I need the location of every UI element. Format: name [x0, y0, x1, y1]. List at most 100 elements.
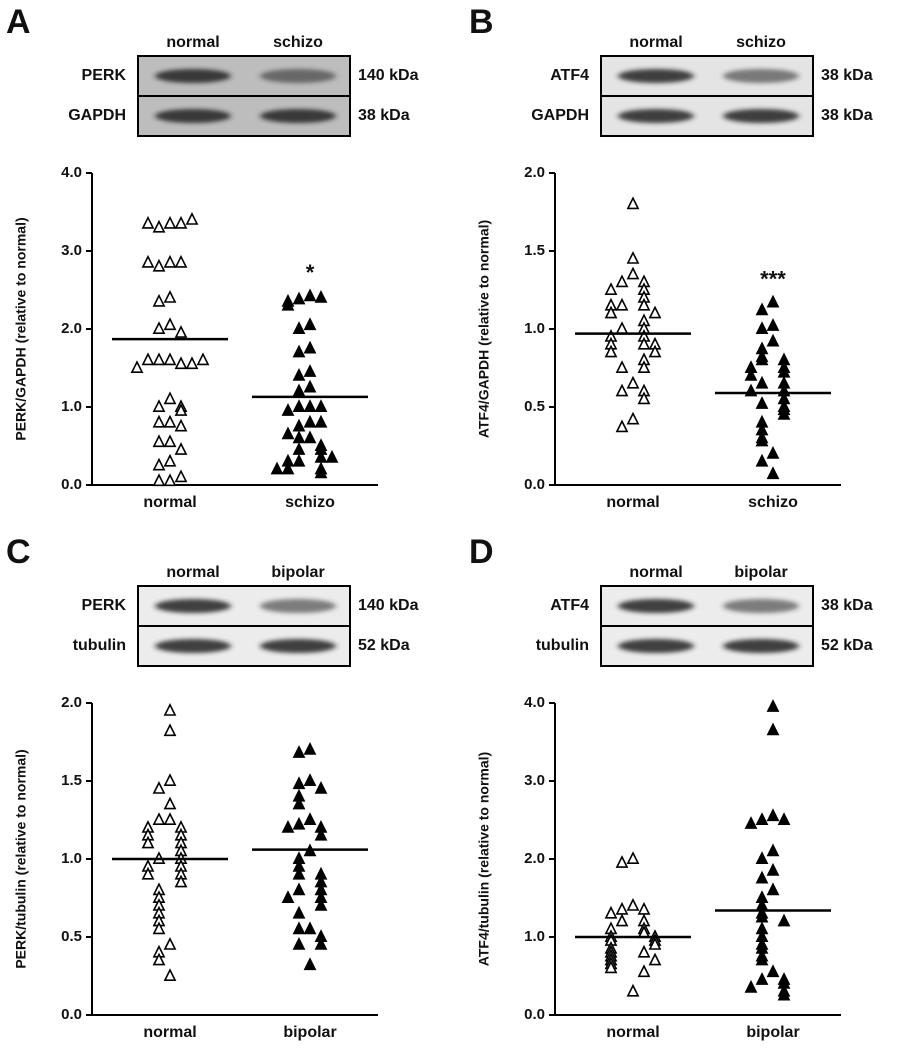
- data-point: [314, 399, 328, 412]
- data-point: [303, 399, 317, 412]
- data-point: [303, 379, 317, 393]
- data-point: [755, 302, 769, 316]
- data-point: [648, 937, 662, 950]
- blot-band: [260, 109, 336, 123]
- data-point: [303, 812, 317, 825]
- data-point: [163, 796, 177, 810]
- blot-band: [723, 109, 799, 123]
- data-point: [152, 921, 166, 935]
- data-point: [755, 352, 769, 366]
- data-point: [292, 368, 306, 381]
- data-point: [163, 453, 177, 467]
- blot-band: [618, 639, 694, 653]
- data-point: [604, 960, 618, 974]
- data-point: [163, 317, 177, 331]
- data-point: [152, 812, 166, 825]
- data-point: [615, 901, 629, 915]
- data-point: [604, 282, 618, 295]
- data-point: [163, 723, 177, 737]
- y-axis-label: PERK/GAPDH (relative to normal): [13, 217, 29, 440]
- data-point: [755, 870, 769, 884]
- data-point: [141, 835, 155, 849]
- lane-label: bipolar: [271, 564, 324, 581]
- data-point: [303, 921, 317, 935]
- data-point: [292, 921, 306, 935]
- data-point: [604, 305, 618, 319]
- data-point: [196, 352, 210, 366]
- x-tick-label: schizo: [285, 494, 335, 511]
- data-point: [174, 403, 188, 416]
- blot-band: [260, 599, 336, 613]
- panel-label: C: [6, 533, 31, 571]
- data-point: [626, 375, 640, 389]
- data-point: [755, 396, 769, 409]
- data-point: [163, 812, 177, 825]
- data-point: [626, 851, 640, 864]
- y-tick-label: 3.0: [61, 242, 82, 259]
- data-point: [292, 453, 306, 467]
- data-point: [777, 987, 791, 1001]
- data-point: [314, 414, 328, 428]
- data-point: [185, 212, 199, 225]
- data-point: [766, 699, 780, 712]
- data-point: [766, 446, 780, 459]
- data-point: [152, 321, 166, 334]
- data-point: [303, 430, 317, 444]
- data-point: [141, 254, 155, 268]
- y-tick-label: 2.0: [61, 694, 82, 711]
- data-point: [174, 418, 188, 432]
- blot-band: [618, 599, 694, 613]
- data-point: [766, 466, 780, 480]
- data-point: [626, 898, 640, 911]
- blot-band: [723, 639, 799, 653]
- lane-label: bipolar: [734, 564, 787, 581]
- data-point: [152, 457, 166, 471]
- y-axis-label: ATF4/GAPDH (relative to normal): [476, 220, 492, 438]
- data-point: [303, 414, 317, 428]
- data-point: [766, 862, 780, 876]
- panel-label: B: [469, 3, 494, 41]
- blot-band: [260, 639, 336, 653]
- size-label: 140 kDa: [358, 597, 419, 614]
- size-label: 52 kDa: [821, 637, 873, 654]
- data-point: [281, 461, 295, 475]
- protein-label: tubulin: [73, 637, 126, 654]
- data-point: [325, 449, 339, 463]
- data-point: [163, 254, 177, 268]
- data-point: [152, 414, 166, 428]
- blot-band: [155, 639, 231, 653]
- data-point: [152, 293, 166, 307]
- blot-band: [155, 599, 231, 613]
- data-point: [185, 356, 199, 370]
- data-point: [766, 318, 780, 331]
- data-point: [174, 254, 188, 268]
- data-point: [281, 426, 295, 440]
- data-point: [755, 812, 769, 825]
- data-point: [314, 290, 328, 303]
- data-point: [777, 913, 791, 927]
- data-point: [637, 901, 651, 915]
- data-point: [637, 391, 651, 405]
- data-point: [152, 781, 166, 794]
- lane-label: normal: [166, 34, 219, 51]
- data-point: [303, 957, 317, 971]
- data-point: [637, 336, 651, 350]
- lane-label: normal: [166, 564, 219, 581]
- blot-band: [155, 69, 231, 83]
- data-point: [604, 905, 618, 919]
- data-point: [292, 383, 306, 397]
- data-point: [303, 742, 317, 755]
- y-tick-label: 1.5: [61, 772, 82, 789]
- data-point: [292, 816, 306, 830]
- data-point: [292, 399, 306, 412]
- data-point: [270, 461, 284, 475]
- data-point: [615, 321, 629, 334]
- data-point: [303, 773, 317, 786]
- data-point: [141, 866, 155, 880]
- data-point: [766, 882, 780, 896]
- data-point: [163, 473, 177, 487]
- data-point: [637, 360, 651, 373]
